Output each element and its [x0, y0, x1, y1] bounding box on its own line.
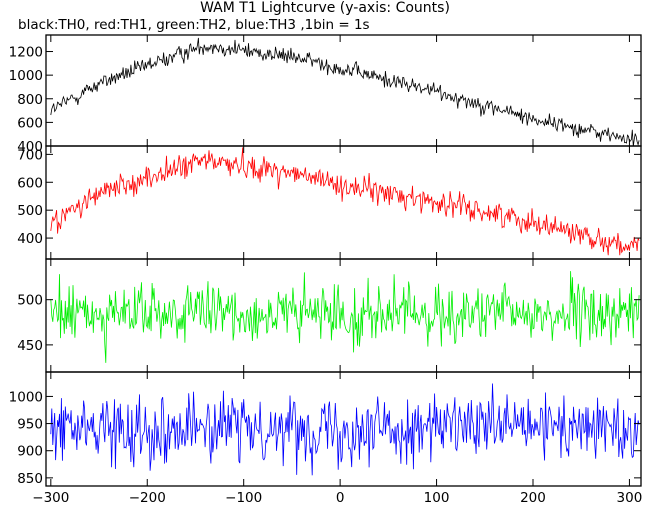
x-tick-label: 0	[336, 490, 345, 505]
y-tick-label: 800	[17, 92, 43, 108]
panel-frame-th3	[45, 371, 642, 487]
panel-frame-th1	[45, 145, 642, 260]
x-tick-label: −100	[225, 490, 262, 505]
y-tick-label: 850	[17, 471, 43, 487]
x-tick-label: 300	[617, 490, 643, 505]
y-tick-label: 400	[17, 139, 43, 155]
y-tick-label: 500	[17, 293, 43, 309]
y-tick-label: 900	[17, 444, 43, 460]
x-tick-label: −300	[32, 490, 69, 505]
series-line-th3	[50, 383, 640, 476]
y-tick-label: 1200	[9, 45, 43, 61]
series-line-th0	[50, 37, 640, 146]
chart-title: WAM T1 Lightcurve (y-axis: Counts)	[200, 0, 450, 16]
y-tick-label: 600	[17, 115, 43, 131]
x-tick-label: −200	[129, 490, 166, 505]
panel-frame-th0	[45, 34, 642, 147]
y-tick-label: 450	[17, 338, 43, 354]
y-tick-label: 500	[17, 203, 43, 219]
y-tick-label: 950	[17, 417, 43, 433]
y-tick-label: 1000	[9, 389, 43, 405]
y-tick-label: 400	[17, 231, 43, 247]
x-tick-label: 100	[424, 490, 450, 505]
series-line-th2	[50, 271, 640, 363]
y-tick-label: 1000	[9, 68, 43, 84]
y-tick-label: 600	[17, 175, 43, 191]
y-tick-label: 700	[17, 147, 43, 163]
series-line-th1	[50, 147, 640, 256]
x-tick-label: 200	[520, 490, 546, 505]
chart-subtitle: black:TH0, red:TH1, green:TH2, blue:TH3 …	[18, 17, 370, 33]
